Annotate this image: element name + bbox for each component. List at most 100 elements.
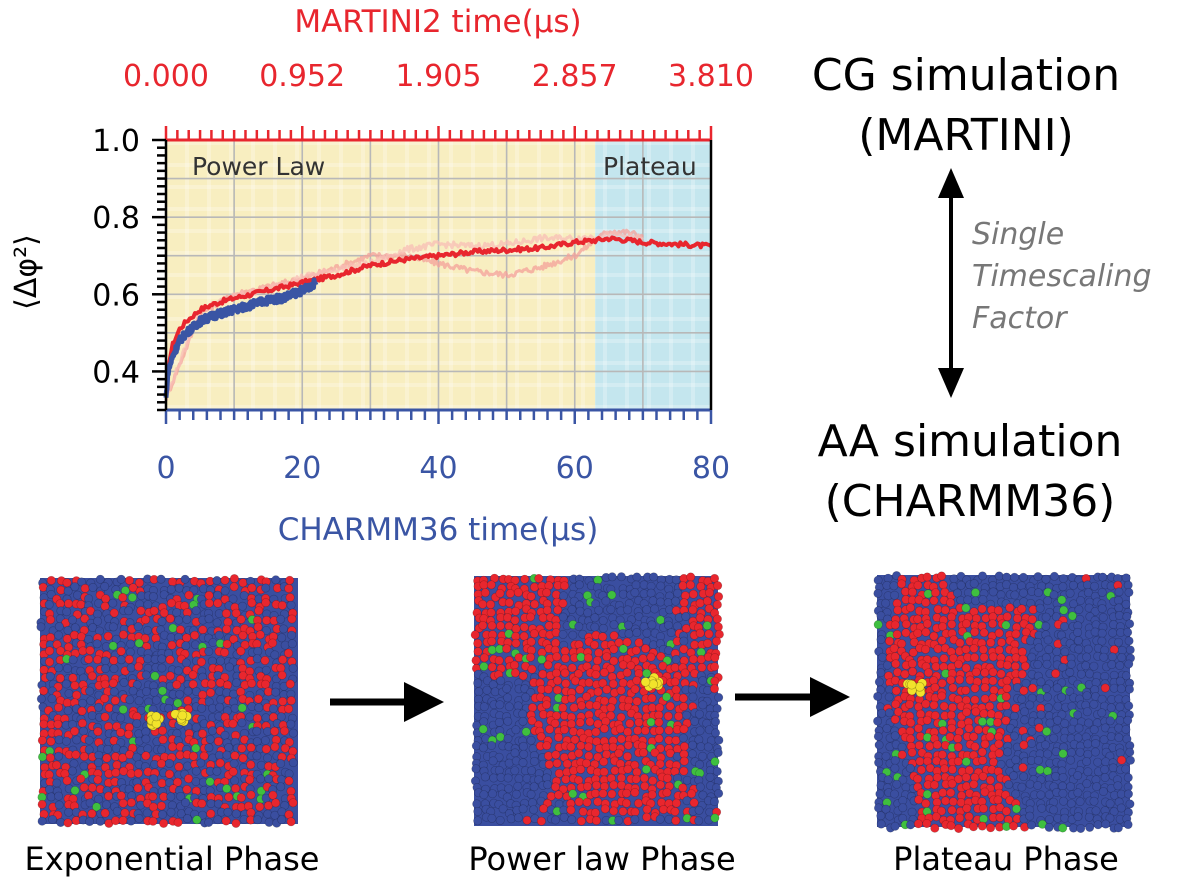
particle [63, 706, 73, 716]
series-line-martini2 [164, 235, 713, 397]
particle [270, 726, 280, 736]
particle [474, 687, 484, 697]
particle [1058, 574, 1068, 584]
particle [988, 619, 998, 629]
particle [230, 776, 240, 786]
particle [54, 622, 64, 632]
particle [228, 719, 238, 729]
particle [61, 679, 71, 689]
particle [495, 815, 505, 825]
particle [176, 791, 186, 801]
particle [1060, 718, 1070, 728]
particle [52, 778, 62, 788]
particle [216, 656, 226, 666]
particle [231, 809, 241, 819]
particle [495, 621, 505, 631]
particle [961, 663, 971, 673]
particle [671, 575, 681, 585]
bottom-tick-label: 0 [156, 451, 175, 486]
particle [165, 614, 175, 624]
particle [47, 694, 57, 704]
particle [220, 575, 230, 585]
particle [961, 772, 971, 782]
particle [246, 790, 256, 800]
particle [78, 726, 88, 736]
particle [929, 596, 939, 606]
particle [132, 718, 142, 728]
particle [575, 606, 585, 616]
particle [606, 664, 616, 674]
particle [582, 781, 592, 791]
particle [969, 643, 979, 653]
particle [1089, 725, 1099, 735]
particle [940, 796, 950, 806]
particle [688, 740, 698, 750]
particle [713, 622, 723, 632]
particle [84, 654, 94, 664]
particle [585, 717, 595, 727]
particle [511, 789, 521, 799]
particle [712, 600, 722, 610]
particle [962, 707, 972, 717]
particle [881, 598, 891, 608]
particle [970, 742, 980, 752]
particle [1115, 661, 1125, 671]
particle [703, 742, 713, 752]
particle [1025, 811, 1035, 821]
particle [622, 654, 632, 664]
particle [553, 676, 563, 686]
particle [529, 805, 539, 815]
particle [945, 598, 955, 608]
particle [922, 715, 932, 725]
particle [496, 676, 506, 686]
particle [695, 613, 705, 623]
particle [46, 575, 56, 585]
particle [197, 703, 207, 713]
particle [632, 628, 642, 638]
particle [623, 605, 633, 615]
particle [969, 579, 979, 589]
particle [84, 791, 94, 801]
particle [503, 693, 513, 703]
particle [681, 624, 691, 634]
particle [214, 630, 224, 640]
particle [550, 718, 560, 728]
particle [104, 791, 114, 801]
particle [495, 700, 505, 710]
particle [261, 625, 271, 635]
particle [79, 751, 89, 761]
particle [504, 598, 514, 608]
particle [1097, 587, 1107, 597]
series-line-martini2-replica-1 [164, 228, 645, 401]
particle [874, 758, 884, 768]
particle [1113, 823, 1123, 833]
particle [921, 798, 931, 808]
particle [970, 695, 980, 705]
particle [184, 590, 194, 600]
particle [1073, 627, 1083, 637]
particle [1123, 715, 1133, 725]
particle [971, 707, 981, 717]
particle [1115, 610, 1125, 620]
particle [92, 802, 102, 812]
particle [1043, 749, 1053, 759]
particle [253, 694, 263, 704]
particle [897, 579, 907, 589]
particle [980, 668, 990, 678]
particle [190, 630, 200, 640]
particle [1108, 628, 1118, 638]
particle [623, 764, 633, 774]
particle [286, 719, 296, 729]
particle [712, 636, 722, 646]
particle [921, 597, 931, 607]
particle [188, 679, 198, 689]
particle [544, 759, 554, 769]
y-tick-label: 1.0 [92, 124, 140, 159]
particle [192, 815, 202, 825]
particle [206, 809, 216, 819]
particle [479, 790, 489, 800]
particle [204, 817, 214, 827]
particle [72, 690, 82, 700]
particle [247, 598, 257, 608]
particle [253, 646, 263, 656]
